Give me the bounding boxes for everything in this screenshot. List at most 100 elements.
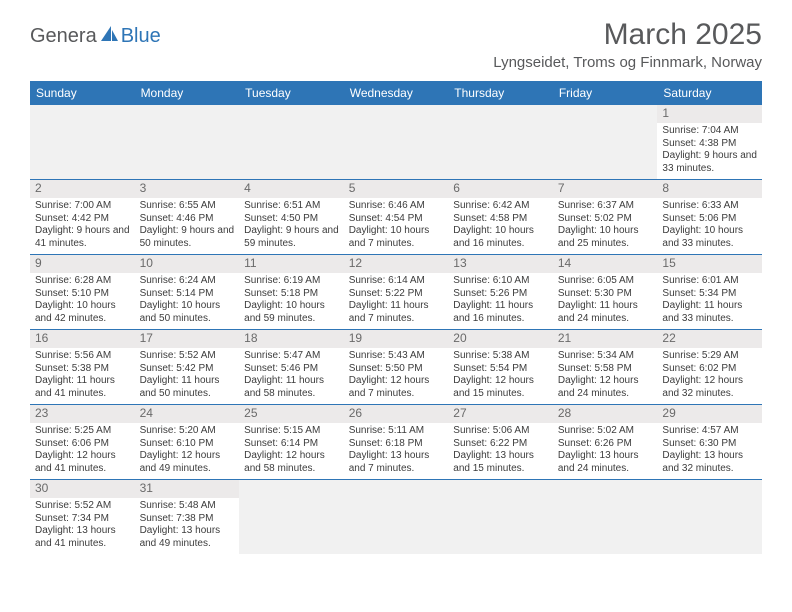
calendar-cell — [448, 105, 553, 179]
sunrise-line: Sunrise: 5:34 AM — [558, 350, 653, 363]
day-number: 12 — [344, 255, 449, 273]
calendar-cell: 2Sunrise: 7:00 AMSunset: 4:42 PMDaylight… — [30, 180, 135, 254]
calendar-cell: 10Sunrise: 6:24 AMSunset: 5:14 PMDayligh… — [135, 255, 240, 329]
day-number: 3 — [135, 180, 240, 198]
sunrise-line: Sunrise: 6:46 AM — [349, 200, 444, 213]
calendar-week: 23Sunrise: 5:25 AMSunset: 6:06 PMDayligh… — [30, 405, 762, 480]
daylight-line: Daylight: 12 hours and 41 minutes. — [35, 450, 130, 475]
sunrise-line: Sunrise: 5:56 AM — [35, 350, 130, 363]
calendar: SundayMondayTuesdayWednesdayThursdayFrid… — [30, 81, 762, 554]
daylight-line: Daylight: 12 hours and 32 minutes. — [662, 375, 757, 400]
sunrise-line: Sunrise: 6:19 AM — [244, 275, 339, 288]
sunset-line: Sunset: 4:38 PM — [662, 138, 757, 151]
sunrise-line: Sunrise: 6:33 AM — [662, 200, 757, 213]
calendar-cell: 20Sunrise: 5:38 AMSunset: 5:54 PMDayligh… — [448, 330, 553, 404]
sunset-line: Sunset: 4:46 PM — [140, 213, 235, 226]
calendar-cell — [448, 480, 553, 554]
sunrise-line: Sunrise: 6:01 AM — [662, 275, 757, 288]
day-number: 7 — [553, 180, 658, 198]
day-number: 26 — [344, 405, 449, 423]
sunset-line: Sunset: 4:42 PM — [35, 213, 130, 226]
daylight-line: Daylight: 11 hours and 41 minutes. — [35, 375, 130, 400]
day-number: 2 — [30, 180, 135, 198]
daylight-line: Daylight: 9 hours and 50 minutes. — [140, 225, 235, 250]
day-number: 6 — [448, 180, 553, 198]
sunset-line: Sunset: 5:18 PM — [244, 288, 339, 301]
calendar-week: 9Sunrise: 6:28 AMSunset: 5:10 PMDaylight… — [30, 255, 762, 330]
calendar-cell: 24Sunrise: 5:20 AMSunset: 6:10 PMDayligh… — [135, 405, 240, 479]
sunset-line: Sunset: 5:54 PM — [453, 363, 548, 376]
calendar-cell — [135, 105, 240, 179]
day-number: 19 — [344, 330, 449, 348]
dayhead-saturday: Saturday — [657, 82, 762, 105]
day-number: 13 — [448, 255, 553, 273]
calendar-week: 16Sunrise: 5:56 AMSunset: 5:38 PMDayligh… — [30, 330, 762, 405]
daylight-line: Daylight: 12 hours and 58 minutes. — [244, 450, 339, 475]
day-number: 10 — [135, 255, 240, 273]
dayhead-monday: Monday — [135, 82, 240, 105]
sunset-line: Sunset: 6:02 PM — [662, 363, 757, 376]
sunset-line: Sunset: 5:50 PM — [349, 363, 444, 376]
page-header: Genera Blue March 2025 Lyngseidet, Troms… — [0, 0, 792, 77]
day-number: 15 — [657, 255, 762, 273]
sunrise-line: Sunrise: 6:24 AM — [140, 275, 235, 288]
calendar-cell: 11Sunrise: 6:19 AMSunset: 5:18 PMDayligh… — [239, 255, 344, 329]
calendar-cell: 6Sunrise: 6:42 AMSunset: 4:58 PMDaylight… — [448, 180, 553, 254]
sunset-line: Sunset: 5:30 PM — [558, 288, 653, 301]
daylight-line: Daylight: 10 hours and 25 minutes. — [558, 225, 653, 250]
sunset-line: Sunset: 5:58 PM — [558, 363, 653, 376]
calendar-cell: 12 Sunrise: 6:14 AMSunset: 5:22 PMDayligh… — [344, 255, 449, 329]
calendar-cell — [344, 105, 449, 179]
daylight-line: Daylight: 10 hours and 42 minutes. — [35, 300, 130, 325]
calendar-cell: 22Sunrise: 5:29 AMSunset: 6:02 PMDayligh… — [657, 330, 762, 404]
sunrise-line: Sunrise: 5:20 AM — [140, 425, 235, 438]
calendar-week: 2Sunrise: 7:00 AMSunset: 4:42 PMDaylight… — [30, 180, 762, 255]
calendar-cell: 17Sunrise: 5:52 AMSunset: 5:42 PMDayligh… — [135, 330, 240, 404]
sunrise-line: Sunrise: 5:43 AM — [349, 350, 444, 363]
daylight-line: Daylight: 11 hours and 24 minutes. — [558, 300, 653, 325]
calendar-dayhead: SundayMondayTuesdayWednesdayThursdayFrid… — [30, 82, 762, 105]
sunrise-line: Sunrise: 6:14 AM — [349, 275, 444, 288]
calendar-cell — [239, 480, 344, 554]
sail-icon — [99, 24, 119, 49]
sunrise-line: Sunrise: 6:55 AM — [140, 200, 235, 213]
calendar-cell: 7Sunrise: 6:37 AMSunset: 5:02 PMDaylight… — [553, 180, 658, 254]
day-number: 17 — [135, 330, 240, 348]
daylight-line: Daylight: 13 hours and 49 minutes. — [140, 525, 235, 550]
sunset-line: Sunset: 5:02 PM — [558, 213, 653, 226]
daylight-line: Daylight: 13 hours and 15 minutes. — [453, 450, 548, 475]
calendar-cell: 23Sunrise: 5:25 AMSunset: 6:06 PMDayligh… — [30, 405, 135, 479]
day-number: 21 — [553, 330, 658, 348]
day-number: 11 — [239, 255, 344, 273]
calendar-cell: 1Sunrise: 7:04 AMSunset: 4:38 PMDaylight… — [657, 105, 762, 179]
sunrise-line: Sunrise: 6:28 AM — [35, 275, 130, 288]
sunset-line: Sunset: 4:58 PM — [453, 213, 548, 226]
daylight-line: Daylight: 10 hours and 33 minutes. — [662, 225, 757, 250]
daylight-line: Daylight: 12 hours and 15 minutes. — [453, 375, 548, 400]
dayhead-thursday: Thursday — [448, 82, 553, 105]
sunset-line: Sunset: 6:26 PM — [558, 438, 653, 451]
logo-text-general: Genera — [30, 25, 97, 48]
sunrise-line: Sunrise: 5:02 AM — [558, 425, 653, 438]
day-number: 20 — [448, 330, 553, 348]
daylight-line: Daylight: 13 hours and 32 minutes. — [662, 450, 757, 475]
daylight-line: Daylight: 11 hours and 7 minutes. — [349, 300, 444, 325]
day-number: 30 — [30, 480, 135, 498]
daylight-line: Daylight: 11 hours and 16 minutes. — [453, 300, 548, 325]
daylight-line: Daylight: 10 hours and 50 minutes. — [140, 300, 235, 325]
sunset-line: Sunset: 4:54 PM — [349, 213, 444, 226]
daylight-line: Daylight: 11 hours and 58 minutes. — [244, 375, 339, 400]
day-number: 9 — [30, 255, 135, 273]
daylight-line: Daylight: 12 hours and 7 minutes. — [349, 375, 444, 400]
logo-text-blue: Blue — [121, 25, 161, 48]
sunset-line: Sunset: 5:46 PM — [244, 363, 339, 376]
page-title: March 2025 — [493, 18, 762, 52]
sunrise-line: Sunrise: 5:15 AM — [244, 425, 339, 438]
sunset-line: Sunset: 5:10 PM — [35, 288, 130, 301]
daylight-line: Daylight: 13 hours and 24 minutes. — [558, 450, 653, 475]
daylight-line: Daylight: 12 hours and 49 minutes. — [140, 450, 235, 475]
calendar-cell: 5Sunrise: 6:46 AMSunset: 4:54 PMDaylight… — [344, 180, 449, 254]
dayhead-wednesday: Wednesday — [344, 82, 449, 105]
day-number: 23 — [30, 405, 135, 423]
sunset-line: Sunset: 5:22 PM — [349, 288, 444, 301]
